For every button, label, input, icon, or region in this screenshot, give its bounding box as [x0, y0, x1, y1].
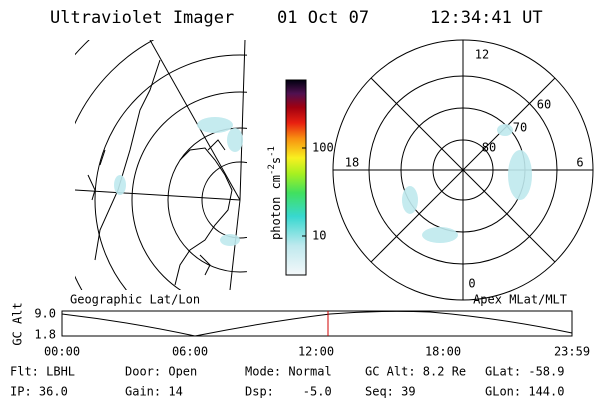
strip-y-label: 1.8 [34, 328, 56, 342]
colorbar-unit: photon cm-2s-1 [267, 146, 283, 240]
status-item: Seq: 39 [365, 385, 416, 399]
altitude-box [61, 310, 573, 337]
mlt-label: 6 [576, 156, 583, 170]
status-item: Mode: Normal [245, 365, 332, 379]
polar-label: Apex MLat/MLT [473, 293, 567, 307]
time: 12:34:41 UT [430, 8, 543, 28]
strip-x-label: 23:59 [554, 345, 590, 359]
mlt-label: 12 [475, 48, 489, 62]
status-item: Door: Open [125, 365, 197, 379]
title: Ultraviolet Imager [50, 8, 234, 28]
status-item: GLat: -58.9 [485, 365, 564, 379]
strip-x-label: 00:00 [44, 345, 80, 359]
strip-axis-label: GC Alt [11, 302, 25, 345]
status-item: GC Alt: 8.2 Re [365, 365, 466, 379]
geo-map [75, 40, 247, 290]
status-item: IP: 36.0 [10, 385, 68, 399]
mlt-label: 0 [468, 277, 475, 291]
strip-x-label: 18:00 [425, 345, 461, 359]
status-item: Dsp: -5.0 [245, 385, 332, 399]
mlt-label: 18 [345, 156, 359, 170]
colorbar-tick: 10 [312, 229, 326, 243]
strip-y-label: 9.0 [34, 307, 56, 321]
status-item: Gain: 14 [125, 385, 183, 399]
strip-x-label: 06:00 [172, 345, 208, 359]
colorbar [285, 79, 307, 276]
mlat-label: 80 [482, 141, 496, 155]
polar-grid [332, 39, 594, 301]
colorbar-tick: 100 [312, 141, 334, 155]
altitude-curve [61, 310, 573, 337]
geo-label: Geographic Lat/Lon [70, 293, 200, 307]
status-item: GLon: 144.0 [485, 385, 564, 399]
status-item: Flt: LBHL [10, 365, 75, 379]
date: 01 Oct 07 [277, 8, 369, 28]
mlat-label: 60 [537, 98, 551, 112]
strip-x-label: 12:00 [298, 345, 334, 359]
mlat-label: 70 [513, 121, 527, 135]
